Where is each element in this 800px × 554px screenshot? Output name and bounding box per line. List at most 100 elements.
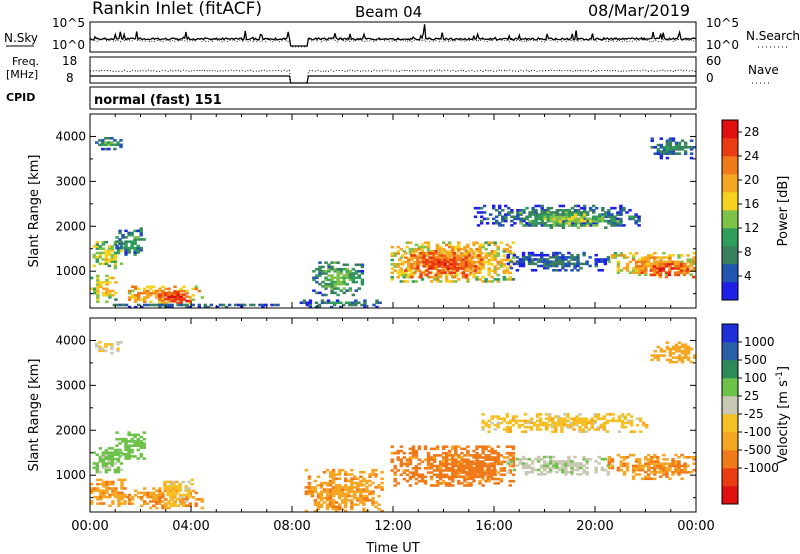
nsky-label: N.Sky (4, 31, 38, 45)
data-region (299, 299, 382, 308)
colorbar-cell (722, 324, 738, 343)
colorbar-frame (721, 119, 739, 301)
colorbar-tick-label: 1000 (744, 335, 775, 349)
colorbar-tick-label: -1000 (744, 461, 779, 475)
y-tick-label: 1000 (55, 264, 86, 278)
power-ylabel: Slant Range [km] (27, 155, 42, 268)
power-colorbar: 4 8 12 16 20 24 28 (721, 119, 759, 301)
colorbar-cell (722, 378, 738, 397)
power-axes: 1000 2000 3000 4000 (55, 114, 697, 308)
velocity-ylabel: Slant Range [km] (27, 359, 42, 472)
power-heatmap (90, 137, 696, 308)
data-region (158, 291, 192, 307)
freq-panel: Freq. [MHz] 18 8 60 0 Nave (6, 54, 779, 85)
data-region (519, 211, 623, 229)
y-tick-label: 2000 (55, 219, 86, 233)
nsky-trace (89, 24, 697, 47)
colorbar-cell (722, 264, 738, 283)
velocity-panel: 1000 2000 3000 4000 00:00 04:00 08:00 12:00 16:0… (27, 317, 791, 534)
colorbar-tick-label: 100 (744, 371, 767, 385)
data-region (90, 274, 118, 304)
freq-trace (90, 75, 696, 84)
y-tick-label: 1000 (55, 468, 86, 482)
colorbar-cell (722, 282, 738, 301)
data-region (304, 468, 384, 512)
colorbar-cell (722, 360, 738, 379)
date-label: 08/Mar/2019 (588, 1, 690, 20)
data-region (312, 261, 365, 297)
cpid-panel: CPID normal (fast) 151 (6, 86, 697, 110)
x-tick-label: 20:00 (576, 519, 613, 534)
colorbar-tick-label: -100 (744, 425, 771, 439)
data-region (112, 303, 280, 308)
x-tick-label: 00:00 (677, 519, 714, 534)
freq-unit-label: [MHz] (6, 68, 38, 81)
colorbar-cell (722, 210, 738, 229)
freq-tick-bottom: 8 (66, 71, 74, 85)
colorbar-cell (722, 414, 738, 433)
x-tick-label: 12:00 (374, 519, 411, 534)
data-region (506, 455, 611, 476)
x-axis-label: Time UT (365, 541, 419, 554)
colorbar-cell (722, 192, 738, 211)
y-tick-label: 4000 (55, 333, 86, 347)
nsearch-trace (89, 38, 697, 48)
x-tick-label: 16:00 (475, 519, 512, 534)
nsky-panel: N.Sky 10^5 10^0 10^5 10^0 N.Search (4, 16, 800, 53)
velocity-colorbar-label: Velocity [m s-1] (775, 366, 791, 464)
x-tick-label: 04:00 (172, 519, 209, 534)
colorbar-tick-label: 25 (744, 389, 759, 403)
data-region (481, 413, 649, 433)
colorbar-cell (722, 396, 738, 415)
colorbar-cell (722, 342, 738, 361)
nave-tick-top: 60 (706, 54, 721, 68)
colorbar-cell (722, 450, 738, 469)
colorbar-cell (722, 468, 738, 487)
nsearch-label: N.Search (746, 29, 800, 43)
data-region (115, 227, 146, 256)
nsky-tick-bottom: 10^0 (52, 38, 85, 52)
colorbar-cell (722, 486, 738, 505)
beam-label: Beam 04 (355, 3, 422, 21)
data-region (92, 447, 124, 474)
data-region (607, 453, 696, 481)
data-region (95, 137, 123, 151)
cpid-label: CPID (6, 91, 35, 104)
data-region (506, 251, 611, 272)
colorbar-tick-label: 4 (744, 269, 752, 283)
colorbar-cell (722, 432, 738, 451)
velocity-axes: 1000 2000 3000 4000 00:00 04:00 08:00 12:00 16:0… (55, 318, 715, 534)
site-title: Rankin Inlet (fitACF) (92, 0, 262, 19)
data-region (398, 249, 484, 279)
data-region (650, 137, 696, 160)
colorbar-cell (722, 246, 738, 265)
colorbar-tick-label: 20 (744, 173, 759, 187)
data-region (115, 431, 146, 460)
x-tick-label: 00:00 (71, 519, 108, 534)
power-colorbar-label: Power [dB] (776, 176, 791, 247)
colorbar-tick-label: 12 (744, 221, 759, 235)
colorbar-tick-label: 500 (744, 353, 767, 367)
colorbar-cell (722, 138, 738, 157)
data-region (650, 341, 696, 364)
data-region (456, 460, 496, 481)
colorbar-cell (722, 156, 738, 175)
x-tick-label: 08:00 (273, 519, 310, 534)
nave-tick-bottom: 0 (706, 71, 714, 85)
colorbar-cell (722, 120, 738, 139)
colorbar-tick-label: 24 (744, 149, 759, 163)
data-region (127, 487, 205, 510)
nave-label: Nave (748, 63, 779, 77)
cpid-value: normal (fast) 151 (94, 93, 222, 108)
colorbar-cell (722, 228, 738, 247)
y-tick-label: 3000 (55, 378, 86, 392)
y-tick-label: 4000 (55, 129, 86, 143)
data-region (95, 341, 123, 355)
nsearch-tick-bottom: 10^0 (706, 38, 739, 52)
data-region (390, 445, 516, 487)
data-region (163, 478, 194, 508)
freq-tick-top: 18 (62, 54, 77, 68)
colorbar-tick-label: 28 (744, 125, 759, 139)
freq-label: Freq. (12, 55, 39, 68)
colorbar-tick-label: 16 (744, 197, 759, 211)
